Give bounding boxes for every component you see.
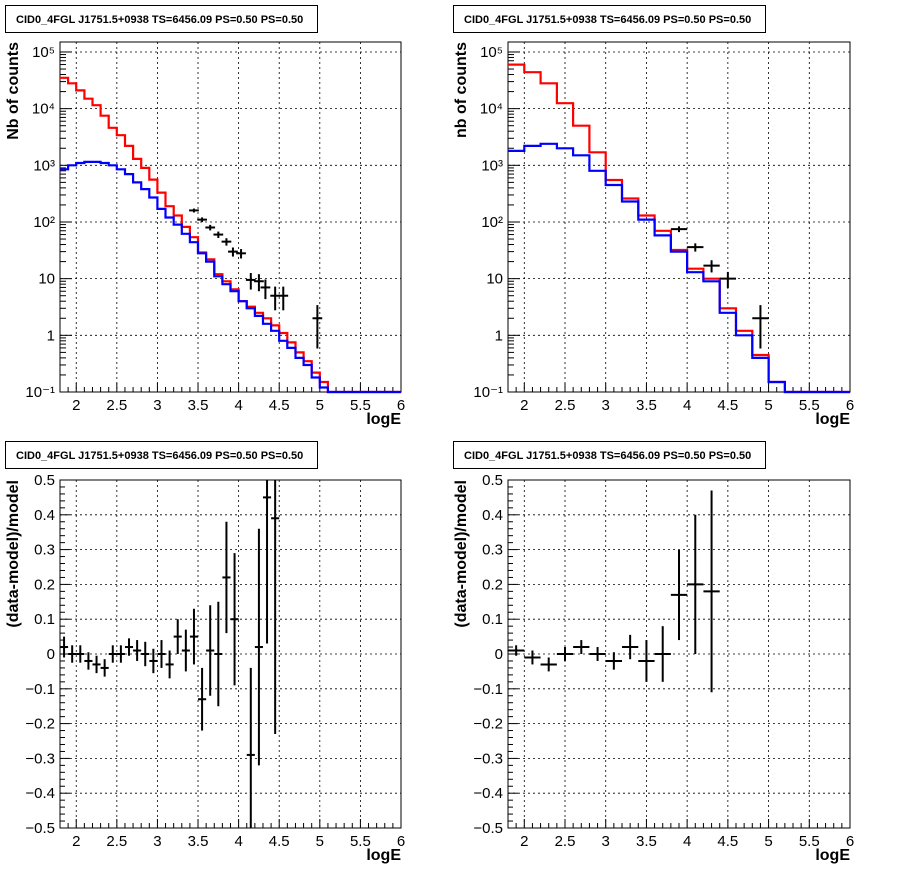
plot-frame (507, 41, 851, 393)
y-tick-label: 10⁻¹ (25, 384, 55, 401)
y-tick-label: 0.2 (482, 576, 503, 593)
panel-title-bottom-right: CID0_4FGL J1751.5+0938 TS=6456.09 PS=0.5… (453, 441, 766, 469)
x-tick-label: 5.5 (799, 833, 820, 850)
y-tick-label: −0.2 (25, 716, 55, 733)
y-tick-label: 0.4 (34, 507, 55, 524)
y-tick-label: −0.1 (25, 681, 55, 698)
y-tick-label: 10⁴ (32, 101, 55, 118)
y-tick-label: 0.1 (34, 611, 55, 628)
x-tick-label: 4.5 (717, 397, 738, 414)
y-tick-label: −0.4 (473, 785, 503, 802)
x-tick-label: 6 (846, 397, 854, 414)
x-tick-label: 3 (602, 833, 610, 850)
y-axis-label: (data-model)/model (453, 480, 470, 628)
x-tick-label: 2.5 (555, 397, 576, 414)
plot-panel-0: 2 2.5 3 3.5 4 4.5 5 5.5 6 10⁻¹ 1 10 10² 10³ 10⁴ 10⁵ logE… (5, 41, 405, 428)
x-tick-label: 3 (153, 833, 161, 850)
y-tick-label: 1 (47, 327, 55, 344)
x-tick-label: 3 (602, 397, 610, 414)
x-tick-label: 4 (234, 833, 242, 850)
x-axis-label: logE (366, 847, 401, 864)
x-tick-label: 6 (846, 833, 854, 850)
x-tick-label: 5 (764, 397, 772, 414)
x-tick-label: 4 (683, 833, 691, 850)
x-tick-label: 2.5 (555, 833, 576, 850)
x-tick-label: 2.5 (106, 397, 127, 414)
x-tick-label: 3.5 (636, 833, 657, 850)
x-tick-label: 5 (316, 833, 324, 850)
panel-title-top-left: CID0_4FGL J1751.5+0938 TS=6456.09 PS=0.5… (5, 5, 318, 33)
y-tick-label: 0.1 (482, 611, 503, 628)
panel-title-top-right: CID0_4FGL J1751.5+0938 TS=6456.09 PS=0.5… (453, 5, 766, 33)
x-tick-label: 4 (683, 397, 691, 414)
panel-title-bottom-left: CID0_4FGL J1751.5+0938 TS=6456.09 PS=0.5… (5, 441, 318, 469)
plot-panel-3: 2 2.5 3 3.5 4 4.5 5 5.5 6 −0.5 −0.4 −0.3 −0.2 −0.1 0 0.… (453, 472, 854, 864)
y-tick-label: 10⁴ (480, 101, 503, 118)
y-tick-label: 0 (495, 646, 503, 663)
x-tick-label: 2 (72, 833, 80, 850)
y-axis-label: Nb of counts (5, 42, 22, 140)
y-tick-label: −0.5 (473, 820, 503, 837)
y-axis-label: nb of counts (453, 42, 470, 138)
y-tick-label: 0.2 (34, 576, 55, 593)
x-tick-label: 6 (397, 397, 405, 414)
x-tick-label: 3.5 (636, 397, 657, 414)
y-tick-label: 1 (495, 327, 503, 344)
y-axis-label: (data-model)/model (5, 480, 22, 628)
y-tick-label: 10⁵ (480, 44, 503, 61)
x-tick-label: 5 (316, 397, 324, 414)
model-histogram-0 (60, 76, 401, 394)
x-tick-label: 4 (234, 397, 242, 414)
y-tick-label: 10⁵ (32, 44, 55, 61)
x-tick-label: 5.5 (799, 397, 820, 414)
x-axis-label: logE (815, 847, 850, 864)
y-tick-label: −0.4 (25, 785, 55, 802)
x-axis-label: logE (366, 411, 401, 428)
y-tick-label: −0.5 (25, 820, 55, 837)
plot-panel-2: 2 2.5 3 3.5 4 4.5 5 5.5 6 −0.5 −0.4 −0.3 −0.2 −0.1 0 0.… (5, 472, 405, 864)
y-tick-label: 10² (481, 214, 503, 231)
x-tick-label: 2.5 (106, 833, 127, 850)
x-axis-label: logE (815, 411, 850, 428)
y-tick-label: 10³ (481, 157, 503, 174)
x-tick-label: 4.5 (269, 397, 290, 414)
y-tick-label: 0.3 (34, 542, 55, 559)
y-tick-label: −0.1 (473, 681, 503, 698)
model-histogram-1 (60, 160, 401, 394)
x-tick-label: 5.5 (350, 833, 371, 850)
x-tick-label: 3 (153, 397, 161, 414)
x-tick-label: 3.5 (188, 397, 209, 414)
y-tick-label: −0.3 (473, 750, 503, 767)
model-histogram-1 (508, 142, 850, 394)
y-tick-label: −0.3 (25, 750, 55, 767)
y-tick-label: 10⁻¹ (473, 384, 503, 401)
x-tick-label: 2 (520, 833, 528, 850)
x-tick-label: 4.5 (717, 833, 738, 850)
plot-frame (59, 41, 402, 393)
x-tick-label: 5 (764, 833, 772, 850)
y-tick-label: 0.4 (482, 507, 503, 524)
x-tick-label: 4.5 (269, 833, 290, 850)
y-tick-label: −0.2 (473, 716, 503, 733)
y-tick-label: 10² (33, 214, 55, 231)
y-tick-label: 0.5 (482, 472, 503, 489)
x-tick-label: 2 (520, 397, 528, 414)
x-tick-label: 5.5 (350, 397, 371, 414)
y-tick-label: 10³ (33, 157, 55, 174)
plot-panel-1: 2 2.5 3 3.5 4 4.5 5 5.5 6 10⁻¹ 1 10 10² 10³ 10⁴ 10⁵ logE… (453, 41, 854, 428)
y-tick-label: 0.5 (34, 472, 55, 489)
y-tick-label: 0.3 (482, 542, 503, 559)
x-tick-label: 2 (72, 397, 80, 414)
y-tick-label: 10 (486, 271, 503, 288)
x-tick-label: 3.5 (188, 833, 209, 850)
y-tick-label: 10 (38, 271, 55, 288)
y-tick-label: 0 (47, 646, 55, 663)
x-tick-label: 6 (397, 833, 405, 850)
